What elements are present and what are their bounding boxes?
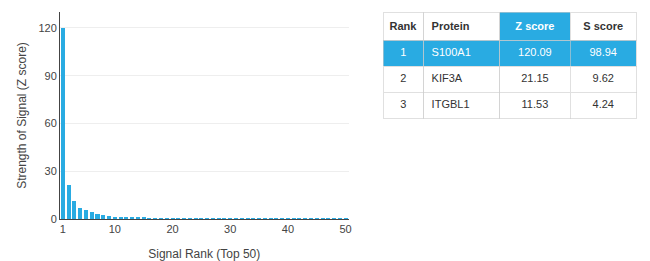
svg-text:90: 90 xyxy=(45,70,57,82)
svg-text:S100A1: S100A1 xyxy=(432,46,471,58)
svg-text:2: 2 xyxy=(400,72,406,84)
svg-text:10: 10 xyxy=(109,223,121,235)
svg-text:1: 1 xyxy=(60,223,66,235)
svg-text:S score: S score xyxy=(583,20,623,32)
svg-text:ITGBL1: ITGBL1 xyxy=(432,98,470,110)
svg-text:Z score: Z score xyxy=(515,20,554,32)
svg-text:9.62: 9.62 xyxy=(593,72,614,84)
svg-text:Protein: Protein xyxy=(432,20,470,32)
svg-text:4.24: 4.24 xyxy=(593,98,614,110)
svg-text:1: 1 xyxy=(400,46,406,58)
svg-text:120: 120 xyxy=(38,22,56,34)
svg-text:40: 40 xyxy=(282,223,294,235)
svg-text:0: 0 xyxy=(51,213,57,225)
svg-text:21.15: 21.15 xyxy=(521,72,549,84)
svg-text:98.94: 98.94 xyxy=(589,46,617,58)
svg-text:30: 30 xyxy=(224,223,236,235)
svg-text:11.53: 11.53 xyxy=(522,98,549,110)
svg-text:KIF3A: KIF3A xyxy=(432,72,463,84)
svg-text:50: 50 xyxy=(339,223,351,235)
svg-text:120.09: 120.09 xyxy=(518,46,552,58)
svg-text:20: 20 xyxy=(166,223,178,235)
svg-text:30: 30 xyxy=(45,165,57,177)
svg-text:60: 60 xyxy=(45,117,57,129)
svg-text:Signal Rank (Top 50): Signal Rank (Top 50) xyxy=(148,247,260,261)
svg-text:3: 3 xyxy=(400,98,406,110)
svg-text:Strength of Signal (Z score): Strength of Signal (Z score) xyxy=(15,42,29,189)
svg-text:Rank: Rank xyxy=(389,20,417,32)
